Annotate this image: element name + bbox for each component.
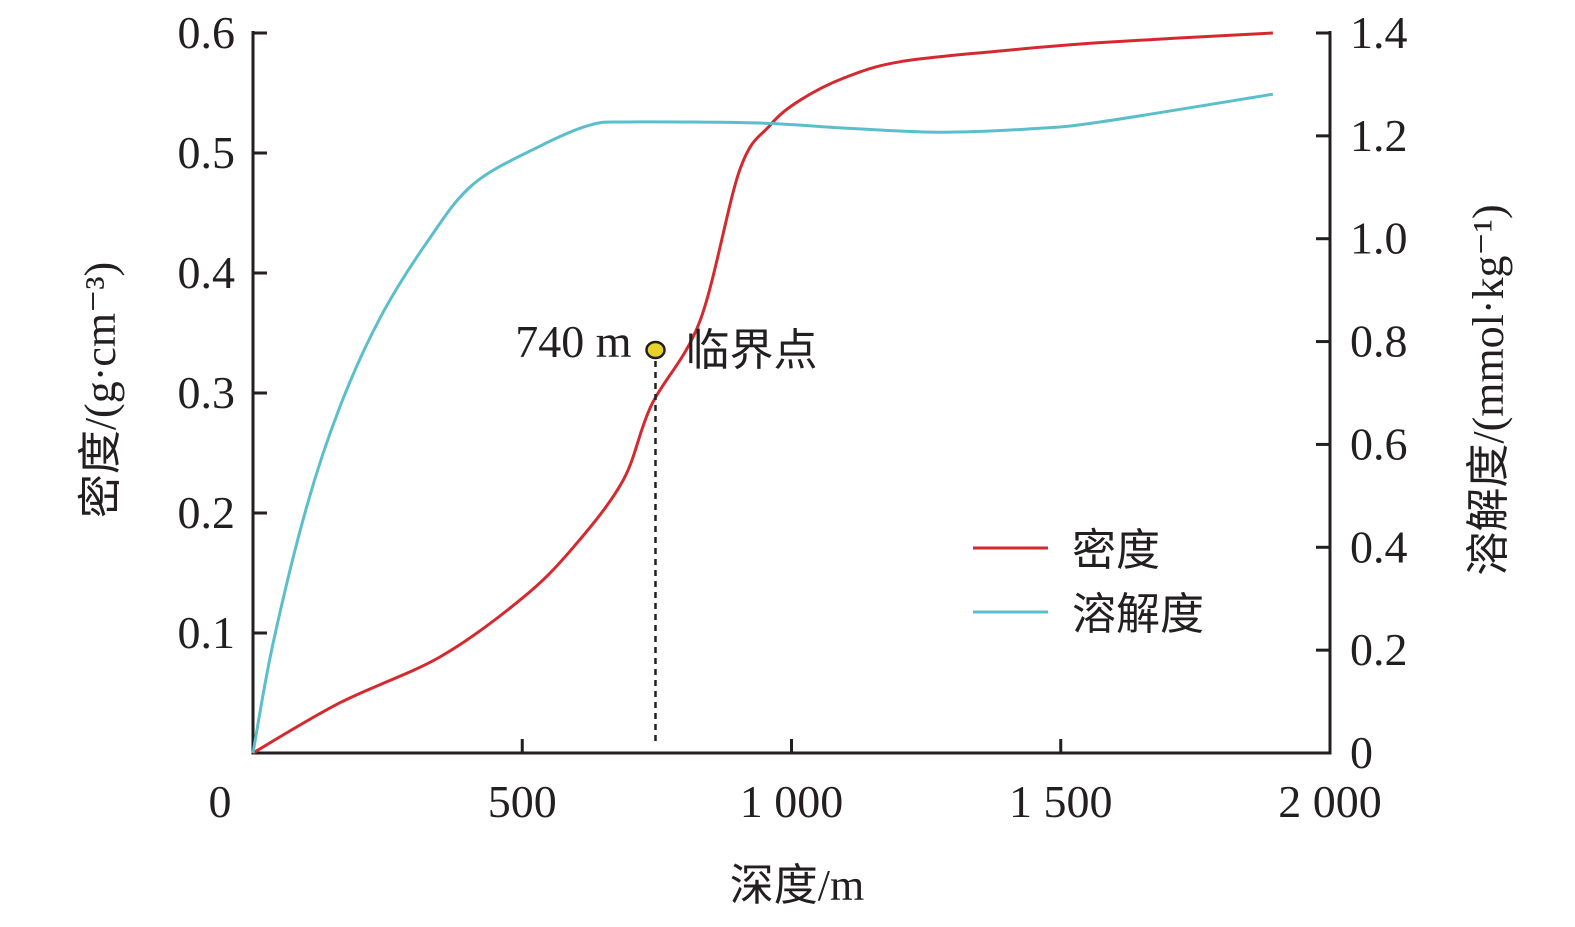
series-group: [251, 31, 1274, 755]
annotation: 740 m 临界点: [515, 316, 817, 745]
x-tick-label: 500: [488, 776, 557, 827]
axes: 0 500 1 000 1 500 2 000 0.1 0.2 0.3 0.4 0.5 0.6 0 0.…: [178, 7, 1408, 827]
y-axis-label-right: 溶解度/(mmol·kg⁻¹): [1464, 204, 1513, 575]
y-left-tick-label: 0.5: [178, 127, 236, 178]
y-right-tick-label: 1.2: [1350, 110, 1408, 161]
x-tick-label: 0: [209, 776, 232, 827]
y-right-tick-label: 0.6: [1350, 418, 1408, 469]
series-line-density: [252, 31, 1274, 755]
legend-label: 密度: [1072, 526, 1160, 575]
x-tick-label: 1 500: [1009, 776, 1113, 827]
y-left-tick-label: 0.1: [178, 607, 236, 658]
y-left-tick-label: 0.6: [178, 7, 236, 58]
y-axis-label-left: 密度/(g·cm⁻³): [76, 262, 125, 518]
y-left-tick-label: 0.2: [178, 487, 236, 538]
series-line-solubility: [251, 92, 1274, 754]
legend-label: 溶解度: [1072, 590, 1204, 639]
x-tick-label: 1 000: [740, 776, 844, 827]
critical-point-marker: [645, 340, 666, 360]
x-axis-label: 深度/m: [730, 861, 864, 910]
critical-point-depth-label: 740 m: [515, 316, 632, 367]
y-right-tick-label: 0: [1350, 727, 1373, 778]
y-right-tick-label: 0.4: [1350, 521, 1408, 572]
y-right-tick-label: 0.8: [1350, 316, 1408, 367]
critical-point-label: 临界点: [685, 326, 817, 375]
y-right-tick-label: 1.4: [1350, 7, 1408, 58]
y-right-tick-label: 1.0: [1350, 213, 1408, 264]
x-tick-label: 2 000: [1278, 776, 1382, 827]
y-left-tick-label: 0.3: [178, 367, 236, 418]
y-left-tick-label: 0.4: [178, 247, 236, 298]
y-right-tick-label: 0.2: [1350, 624, 1408, 675]
